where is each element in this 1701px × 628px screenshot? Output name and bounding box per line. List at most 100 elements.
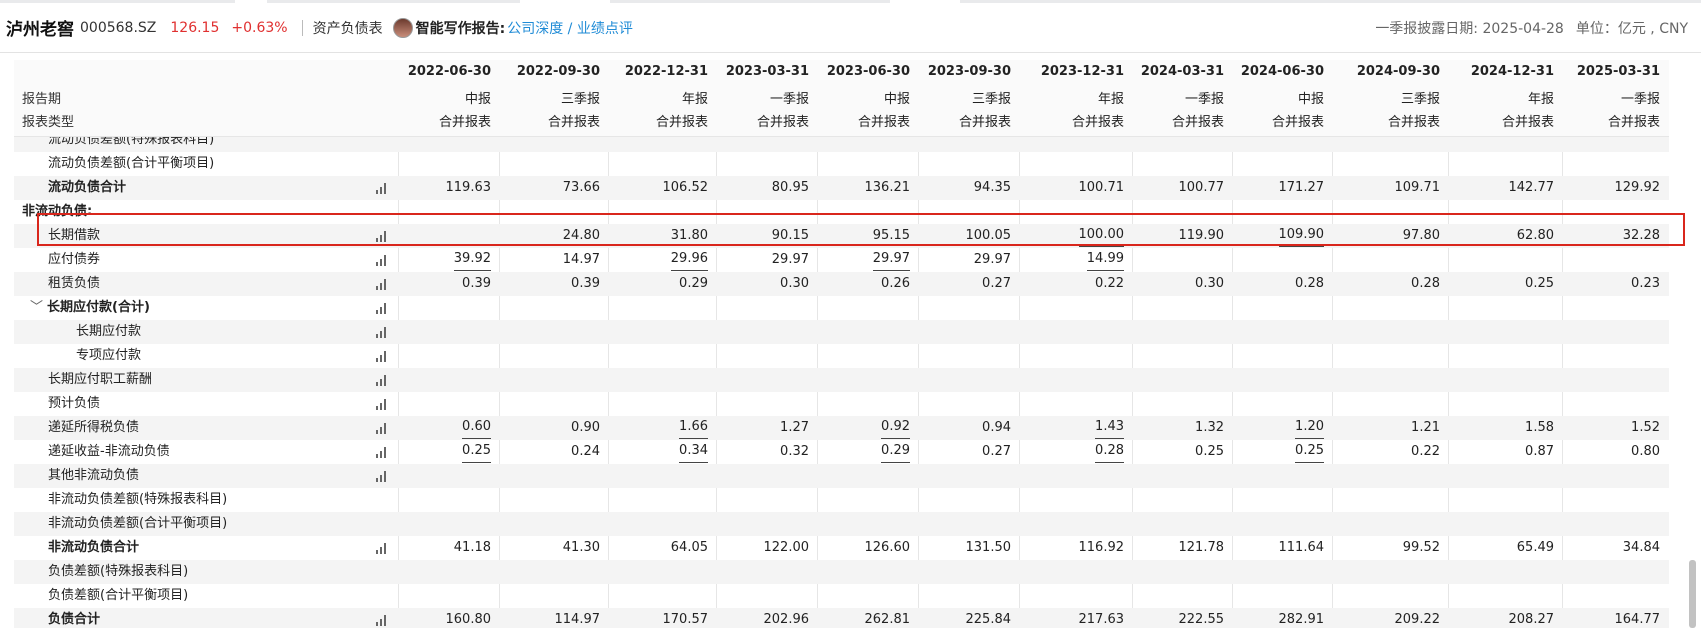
table-cell[interactable]: 202.96 bbox=[716, 608, 817, 628]
cell-value[interactable]: 0.34 bbox=[679, 440, 708, 463]
cell-value[interactable]: 114.97 bbox=[554, 612, 601, 627]
bar-chart-icon[interactable] bbox=[376, 303, 389, 314]
table-cell[interactable]: 164.77 bbox=[1562, 608, 1668, 628]
cell-value[interactable]: 41.30 bbox=[562, 540, 600, 555]
cell-value[interactable]: 126.60 bbox=[864, 540, 911, 555]
cell-value[interactable]: 64.05 bbox=[670, 540, 708, 555]
table-cell[interactable]: 1.66 bbox=[608, 416, 716, 440]
table-cell[interactable]: 282.91 bbox=[1232, 608, 1332, 628]
table-cell[interactable]: 1.43 bbox=[1019, 416, 1132, 440]
table-cell[interactable]: 0.28 bbox=[1232, 272, 1332, 296]
table-cell[interactable]: 100.05 bbox=[918, 224, 1019, 248]
column-header[interactable]: 2024-06-30 中报 合并报表 bbox=[1232, 60, 1332, 136]
cell-value[interactable]: 202.96 bbox=[763, 612, 810, 627]
cell-value[interactable]: 0.22 bbox=[1095, 276, 1124, 291]
cell-value[interactable]: 100.05 bbox=[965, 228, 1012, 243]
cell-value[interactable]: 100.71 bbox=[1078, 180, 1125, 195]
column-header[interactable]: 2024-09-30 三季报 合并报表 bbox=[1332, 60, 1448, 136]
cell-value[interactable]: 94.35 bbox=[973, 180, 1011, 195]
table-cell[interactable]: 1.27 bbox=[716, 416, 817, 440]
table-cell[interactable]: 111.64 bbox=[1232, 536, 1332, 560]
table-cell[interactable]: 225.84 bbox=[918, 608, 1019, 628]
ai-report-links[interactable]: 公司深度 / 业绩点评 bbox=[507, 20, 633, 37]
table-cell[interactable]: 0.29 bbox=[817, 440, 918, 464]
table-cell[interactable]: 0.29 bbox=[608, 272, 716, 296]
cell-value[interactable]: 121.78 bbox=[1178, 540, 1225, 555]
cell-value[interactable]: 109.90 bbox=[1278, 224, 1324, 247]
table-cell[interactable]: 1.21 bbox=[1332, 416, 1448, 440]
cell-value[interactable]: 0.28 bbox=[1295, 276, 1324, 291]
table-cell[interactable]: 0.92 bbox=[817, 416, 918, 440]
table-cell[interactable]: 1.32 bbox=[1132, 416, 1232, 440]
cell-value[interactable]: 0.87 bbox=[1525, 444, 1554, 459]
cell-value[interactable]: 1.32 bbox=[1195, 420, 1224, 435]
cell-value[interactable]: 0.60 bbox=[462, 416, 491, 439]
cell-value[interactable]: 0.27 bbox=[982, 276, 1011, 291]
table-cell[interactable]: 129.92 bbox=[1562, 176, 1668, 200]
cell-value[interactable]: 208.27 bbox=[1508, 612, 1555, 627]
bar-chart-icon[interactable] bbox=[376, 183, 389, 194]
cell-value[interactable]: 116.92 bbox=[1078, 540, 1125, 555]
cell-value[interactable]: 119.63 bbox=[445, 180, 492, 195]
table-cell[interactable]: 0.34 bbox=[608, 440, 716, 464]
cell-value[interactable]: 160.80 bbox=[445, 612, 492, 627]
table-cell[interactable]: 0.22 bbox=[1019, 272, 1132, 296]
table-cell[interactable]: 106.52 bbox=[608, 176, 716, 200]
table-cell[interactable]: 73.66 bbox=[499, 176, 608, 200]
table-cell[interactable]: 0.30 bbox=[716, 272, 817, 296]
bar-chart-icon[interactable] bbox=[376, 471, 389, 482]
column-header[interactable]: 2024-12-31 年报 合并报表 bbox=[1448, 60, 1562, 136]
cell-value[interactable]: 131.50 bbox=[965, 540, 1012, 555]
column-header[interactable]: 2022-12-31 年报 合并报表 bbox=[608, 60, 716, 136]
table-cell[interactable]: 217.63 bbox=[1019, 608, 1132, 628]
table-cell[interactable]: 0.27 bbox=[918, 440, 1019, 464]
table-cell[interactable]: 32.28 bbox=[1562, 224, 1668, 248]
cell-value[interactable]: 0.27 bbox=[982, 444, 1011, 459]
table-cell[interactable]: 24.80 bbox=[499, 224, 608, 248]
table-cell[interactable]: 0.90 bbox=[499, 416, 608, 440]
table-cell[interactable]: 170.57 bbox=[608, 608, 716, 628]
cell-value[interactable]: 225.84 bbox=[965, 612, 1012, 627]
table-cell[interactable]: 0.23 bbox=[1562, 272, 1668, 296]
table-cell[interactable]: 29.97 bbox=[817, 248, 918, 272]
cell-value[interactable]: 0.80 bbox=[1631, 444, 1660, 459]
bar-chart-icon[interactable] bbox=[376, 543, 389, 554]
column-header[interactable]: 2023-06-30 中报 合并报表 bbox=[817, 60, 918, 136]
column-header[interactable]: 2025-03-31 一季报 合并报表 bbox=[1562, 60, 1668, 136]
bar-chart-icon[interactable] bbox=[376, 447, 389, 458]
table-cell[interactable]: 94.35 bbox=[918, 176, 1019, 200]
cell-value[interactable]: 1.52 bbox=[1631, 420, 1660, 435]
table-cell[interactable]: 1.52 bbox=[1562, 416, 1668, 440]
bar-chart-icon[interactable] bbox=[376, 399, 389, 410]
cell-value[interactable]: 0.94 bbox=[982, 420, 1011, 435]
table-cell[interactable]: 41.18 bbox=[398, 536, 499, 560]
bar-chart-icon[interactable] bbox=[376, 423, 389, 434]
column-header[interactable]: 2022-09-30 三季报 合并报表 bbox=[499, 60, 608, 136]
table-cell[interactable]: 29.97 bbox=[716, 248, 817, 272]
table-cell[interactable]: 209.22 bbox=[1332, 608, 1448, 628]
table-cell[interactable]: 116.92 bbox=[1019, 536, 1132, 560]
bar-chart-icon[interactable] bbox=[376, 279, 389, 290]
table-cell[interactable]: 0.30 bbox=[1132, 272, 1232, 296]
cell-value[interactable]: 0.26 bbox=[881, 276, 910, 291]
bar-chart-icon[interactable] bbox=[376, 231, 389, 242]
cell-value[interactable]: 80.95 bbox=[771, 180, 809, 195]
cell-value[interactable]: 14.99 bbox=[1086, 248, 1124, 271]
cell-value[interactable]: 0.22 bbox=[1411, 444, 1440, 459]
cell-value[interactable]: 0.39 bbox=[462, 276, 491, 291]
cell-value[interactable]: 1.27 bbox=[780, 420, 809, 435]
table-cell[interactable]: 31.80 bbox=[608, 224, 716, 248]
table-cell[interactable]: 14.97 bbox=[499, 248, 608, 272]
bar-chart-icon[interactable] bbox=[376, 375, 389, 386]
table-cell[interactable]: 29.97 bbox=[918, 248, 1019, 272]
table-cell[interactable]: 1.20 bbox=[1232, 416, 1332, 440]
cell-value[interactable]: 111.64 bbox=[1278, 540, 1325, 555]
table-cell[interactable]: 0.25 bbox=[1132, 440, 1232, 464]
bar-chart-icon[interactable] bbox=[376, 327, 389, 338]
table-cell[interactable]: 122.00 bbox=[716, 536, 817, 560]
cell-value[interactable]: 122.00 bbox=[763, 540, 810, 555]
cell-value[interactable]: 0.24 bbox=[571, 444, 600, 459]
table-cell[interactable]: 99.52 bbox=[1332, 536, 1448, 560]
cell-value[interactable]: 0.30 bbox=[1195, 276, 1224, 291]
column-header[interactable]: 2023-12-31 年报 合并报表 bbox=[1019, 60, 1132, 136]
